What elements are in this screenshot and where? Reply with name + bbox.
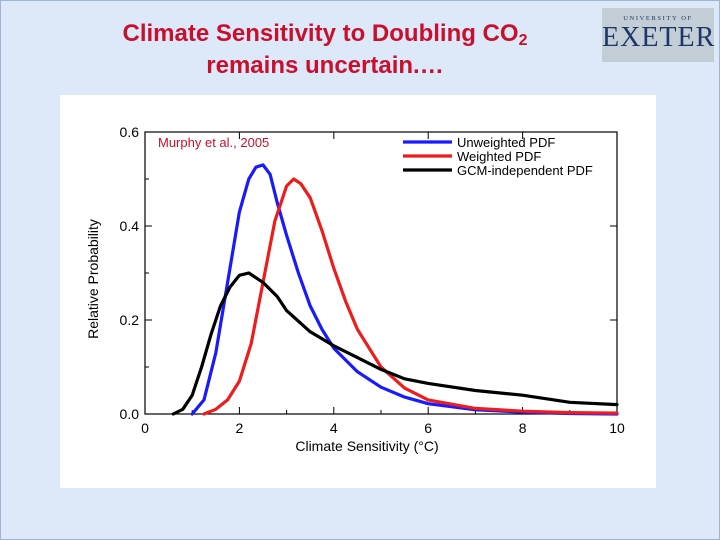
series-line-unweighted-pdf <box>190 163 619 416</box>
x-axis-label: Climate Sensitivity (°C) <box>295 438 438 454</box>
university-logo: UNIVERSITY OF EXETER <box>602 8 714 62</box>
y-axis-label: Relative Probability <box>85 219 101 339</box>
series-line-weighted-pdf <box>202 177 619 416</box>
x-tick-label: 4 <box>330 420 338 436</box>
probability-chart: 0 2 4 6 8 10 0.0 0.2 0.4 0.6 Unweighted PDFWeight… <box>85 124 625 454</box>
title-subscript: 2 <box>518 32 528 49</box>
x-tick-label: 0 <box>141 420 149 436</box>
series-line-gcm-independent-pdf <box>171 271 619 416</box>
x-tick-label: 6 <box>424 420 432 436</box>
chart-annotation: Murphy et al., 2005 <box>158 135 269 150</box>
legend-label: Unweighted PDF <box>457 135 555 150</box>
x-tick-label: 8 <box>519 420 527 436</box>
y-tick-label: 0.4 <box>120 218 140 234</box>
y-tick-label: 0.2 <box>120 312 140 328</box>
y-tick-label: 0.0 <box>120 406 140 422</box>
logo-exeter: EXETER <box>602 22 716 53</box>
legend-label: Weighted PDF <box>457 149 541 164</box>
slide-title: Climate Sensitivity to Doubling CO2 rema… <box>40 18 610 82</box>
x-tick-label: 10 <box>609 420 625 436</box>
y-tick-label: 0.6 <box>120 124 140 140</box>
title-line-2: remains uncertain.… <box>206 52 444 79</box>
title-line-1: Climate Sensitivity to Doubling CO <box>122 20 519 47</box>
chart-series <box>171 163 619 416</box>
x-tick-label: 2 <box>236 420 244 436</box>
legend-label: GCM-independent PDF <box>457 163 593 178</box>
logo-university-of: UNIVERSITY OF <box>623 15 693 22</box>
chart-panel: 0 2 4 6 8 10 0.0 0.2 0.4 0.6 Unweighted PDF Weight… <box>60 95 656 488</box>
